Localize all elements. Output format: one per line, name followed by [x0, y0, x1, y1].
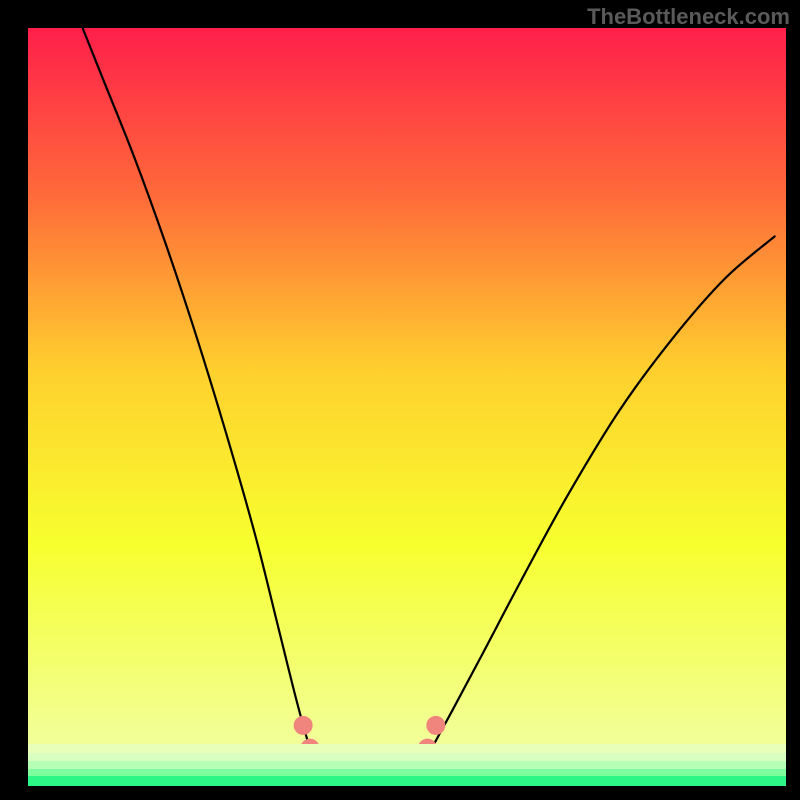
watermark: TheBottleneck.com	[587, 4, 790, 30]
curve-svg	[28, 28, 786, 786]
highlight-marker	[427, 716, 445, 734]
gradient-band	[28, 776, 786, 786]
gradient-band	[28, 769, 786, 777]
highlight-marker	[294, 716, 312, 734]
gradient-band	[28, 744, 786, 753]
plot-area	[28, 28, 786, 786]
bottleneck-curve	[83, 28, 775, 785]
gradient-band	[28, 753, 786, 761]
gradient-band	[28, 761, 786, 769]
marker-svg	[28, 28, 786, 786]
